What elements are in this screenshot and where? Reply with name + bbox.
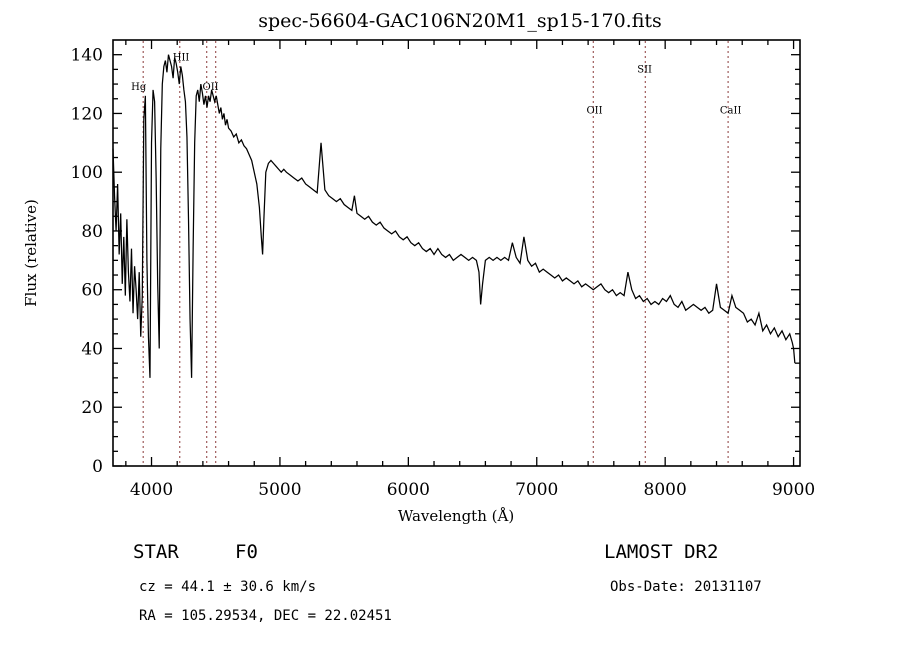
marker-label-hii: HII	[173, 53, 190, 64]
x-tick-label: 4000	[130, 480, 173, 500]
y-tick-label: 60	[81, 281, 103, 301]
observation-date-label: Obs-Date: 20131107	[610, 579, 762, 595]
marker-label-sii: SII	[637, 64, 652, 75]
x-tick-label: 7000	[515, 480, 558, 500]
object-class-label: STAR	[133, 541, 179, 563]
spectral-type-label: F0	[235, 541, 258, 563]
axis-ticks	[113, 40, 800, 467]
x-tick-label: 8000	[644, 480, 687, 500]
marker-label-oii: OII	[586, 105, 602, 116]
spectrum-curve	[112, 54, 796, 378]
page-title: spec-56604-GAC106N20M1_sp15-170.fits	[258, 10, 662, 32]
marker-label-caii: CaII	[720, 105, 742, 116]
spectral-line-markers	[142, 41, 729, 465]
y-tick-label: 40	[81, 339, 103, 359]
x-tick-label: 9000	[772, 480, 815, 500]
y-tick-label: 120	[71, 104, 103, 124]
plot-frame	[112, 39, 801, 467]
y-tick-label: 0	[92, 457, 103, 477]
y-tick-label: 140	[71, 46, 103, 66]
y-axis-title: Flux (relative)	[22, 199, 40, 307]
x-tick-label: 5000	[258, 480, 301, 500]
x-axis-title: Wavelength (Å)	[398, 507, 514, 525]
y-tick-label: 20	[81, 398, 103, 418]
y-tick-label: 80	[81, 222, 103, 242]
axes-box	[112, 39, 801, 467]
y-axis-tick-labels: 0 20 40 60 80 100 120 140	[71, 46, 103, 477]
marker-label-hg: Hg	[131, 82, 147, 93]
y-tick-label: 100	[71, 163, 103, 183]
redshift-velocity-label: cz = 44.1 ± 30.6 km/s	[139, 579, 316, 595]
marker-label-oii: OII	[203, 82, 219, 93]
spectral-line-labels: Hg HII OII OII SII CaII	[131, 53, 741, 117]
x-axis-tick-labels: 4000 5000 6000 7000 8000 9000	[130, 480, 815, 500]
coordinates-label: RA = 105.29534, DEC = 22.02451	[139, 608, 392, 624]
survey-label: LAMOST DR2	[604, 541, 718, 563]
x-tick-label: 6000	[387, 480, 430, 500]
